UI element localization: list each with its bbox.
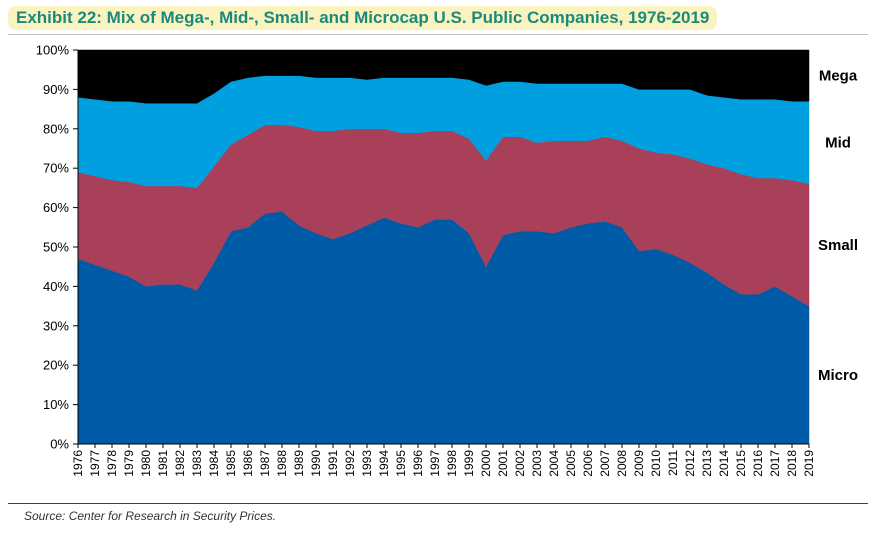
legend-label-small: Small (818, 237, 858, 254)
x-tick-label: 2017 (768, 450, 782, 477)
y-tick-label: 20% (43, 358, 69, 373)
x-tick-label: 2003 (530, 450, 544, 477)
x-tick-label: 1983 (190, 450, 204, 477)
x-tick-label: 2007 (598, 450, 612, 477)
x-tick-label: 2009 (632, 450, 646, 477)
y-tick-label: 80% (43, 121, 69, 136)
legend-label-micro: Micro (818, 367, 858, 384)
x-tick-label: 2004 (547, 450, 561, 477)
chart: 0%10%20%30%40%50%60%70%80%90%100% 1976 19… (36, 43, 858, 477)
y-tick-label: 40% (43, 279, 69, 294)
title-divider (8, 34, 868, 35)
x-tick-label: 2006 (581, 450, 595, 477)
x-tick-label: 2019 (802, 450, 816, 477)
area-bands (77, 49, 810, 445)
x-tick-label: 1978 (105, 450, 119, 477)
x-tick-label: 1981 (156, 450, 170, 477)
x-tick-label: 2001 (496, 450, 510, 477)
chart-title: Exhibit 22: Mix of Mega-, Mid-, Small- a… (8, 6, 718, 30)
x-tick-label: 1990 (309, 450, 323, 477)
x-tick-label: 1989 (292, 450, 306, 477)
x-tick-label: 2013 (700, 450, 714, 477)
y-axis: 0% 10% 20% 30% 40% 50% 60% 70% 80% 90% 100% (36, 43, 79, 452)
y-tick-label: 90% (43, 82, 69, 97)
x-tick-label: 2010 (649, 450, 663, 477)
x-tick-label: 1987 (258, 450, 272, 477)
x-tick-label: 1988 (275, 450, 289, 477)
x-tick-label: 1979 (122, 450, 136, 477)
y-tick-label: 60% (43, 200, 69, 215)
x-tick-label: 1980 (139, 450, 153, 477)
legend-label-mid: Mid (825, 135, 851, 152)
x-tick-label: 1986 (241, 450, 255, 477)
y-tick-label: 50% (43, 240, 69, 255)
x-tick-label: 1999 (462, 450, 476, 477)
x-tick-label: 2011 (666, 450, 680, 476)
x-tick-label: 1993 (360, 450, 374, 477)
x-tick-label: 2002 (513, 450, 527, 477)
footer-divider (8, 503, 868, 504)
area-mega (77, 49, 810, 104)
y-tick-label: 70% (43, 161, 69, 176)
x-tick-label: 1976 (71, 450, 85, 477)
x-tick-label: 1984 (207, 450, 221, 477)
x-tick-label: 2000 (479, 450, 493, 477)
y-tick-label: 0% (50, 437, 69, 452)
x-tick-label: 2018 (785, 450, 799, 477)
source-note: Source: Center for Research in Security … (24, 509, 277, 523)
y-tick-label: 30% (43, 318, 69, 333)
x-tick-label: 2012 (683, 450, 697, 477)
x-tick-label: 1982 (173, 450, 187, 477)
x-tick-label: 1992 (343, 450, 357, 477)
y-tick-label: 10% (43, 397, 69, 412)
x-tick-label: 2014 (717, 450, 731, 477)
x-axis: 1976 1977 1978 1979 1980 1981 1982 1983 1984 1985… (71, 443, 816, 477)
x-tick-label: 1995 (394, 450, 408, 477)
x-tick-label: 2016 (751, 450, 765, 477)
x-tick-label: 1997 (428, 450, 442, 477)
x-tick-label: 1991 (326, 450, 340, 477)
x-tick-label: 1994 (377, 450, 391, 477)
legend: Micro Small Mid Mega (818, 68, 858, 384)
x-tick-label: 1985 (224, 450, 238, 477)
x-tick-label: 2005 (564, 450, 578, 477)
x-tick-label: 1996 (411, 450, 425, 477)
x-tick-label: 2015 (734, 450, 748, 477)
y-tick-label: 100% (36, 43, 70, 58)
x-tick-label: 2008 (615, 450, 629, 477)
legend-label-mega: Mega (819, 68, 858, 85)
x-tick-label: 1998 (445, 450, 459, 477)
x-tick-label: 1977 (88, 450, 102, 477)
